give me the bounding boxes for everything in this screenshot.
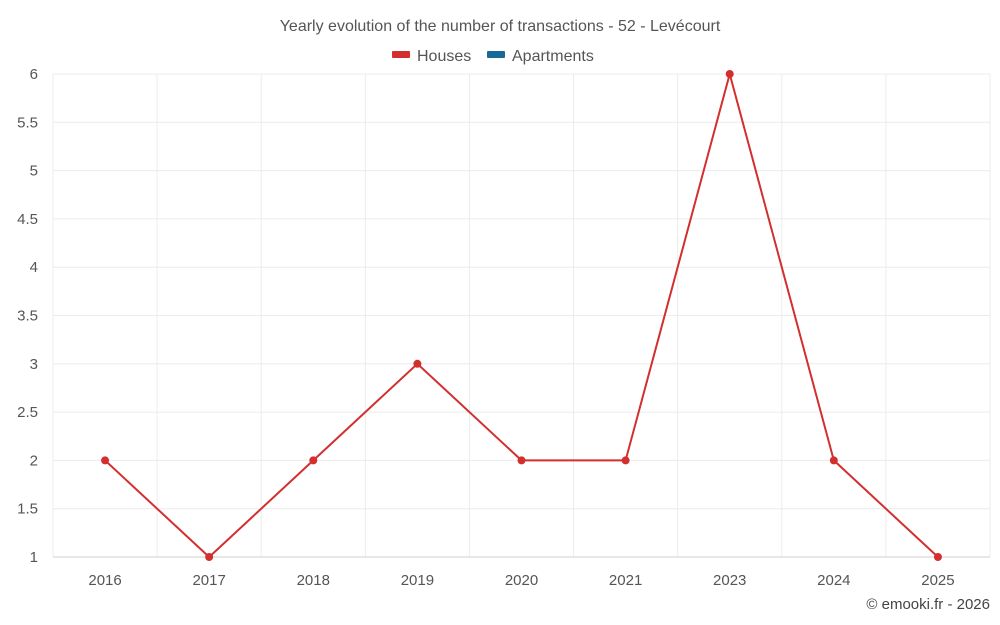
x-tick-label: 2021 bbox=[609, 572, 642, 589]
houses-point-2017[interactable] bbox=[205, 553, 214, 561]
houses-point-2025[interactable] bbox=[933, 553, 942, 561]
legend-label-houses[interactable]: Houses bbox=[417, 48, 471, 65]
y-tick-label: 5.5 bbox=[17, 114, 38, 131]
houses-point-2021[interactable] bbox=[621, 456, 630, 465]
axes: 1 1.5 2 2.5 3 3.5 4 4.5 5 5.5 6 2016 2017 2018 2019 202… bbox=[17, 66, 990, 589]
houses-point-2020[interactable] bbox=[517, 456, 526, 465]
houses-point-2019[interactable] bbox=[413, 359, 422, 368]
houses-point-2023[interactable] bbox=[725, 70, 734, 78]
y-tick-label: 4.5 bbox=[17, 211, 38, 228]
y-tick-label: 4 bbox=[30, 259, 38, 276]
y-tick-label: 3.5 bbox=[17, 308, 38, 325]
houses-point-2018[interactable] bbox=[309, 456, 318, 465]
legend-swatch-houses[interactable] bbox=[392, 51, 410, 58]
y-tick-label: 2 bbox=[30, 452, 38, 469]
houses-point-2016[interactable] bbox=[101, 456, 110, 465]
x-tick-label: 2020 bbox=[505, 572, 538, 589]
x-tick-label: 2016 bbox=[88, 572, 121, 589]
y-tick-label: 6 bbox=[30, 66, 38, 83]
series-houses bbox=[101, 70, 942, 561]
legend-label-apartments[interactable]: Apartments bbox=[512, 48, 594, 65]
x-tick-label: 2018 bbox=[297, 572, 330, 589]
legend-swatch-apartments[interactable] bbox=[487, 51, 505, 58]
gridlines bbox=[52, 73, 991, 558]
chart-title: Yearly evolution of the number of transa… bbox=[280, 18, 721, 35]
y-tick-label: 5 bbox=[30, 163, 38, 180]
legend: Houses Apartments bbox=[392, 48, 594, 65]
x-tick-label: 2017 bbox=[192, 572, 225, 589]
y-tick-label: 3 bbox=[30, 356, 38, 373]
x-tick-label: 2024 bbox=[817, 572, 850, 589]
houses-point-2024[interactable] bbox=[829, 456, 838, 465]
x-tick-label: 2025 bbox=[921, 572, 954, 589]
credit-text: © emooki.fr - 2026 bbox=[866, 596, 990, 613]
y-tick-label: 2.5 bbox=[17, 404, 38, 421]
y-tick-label: 1.5 bbox=[17, 501, 38, 518]
x-tick-label: 2023 bbox=[713, 572, 746, 589]
x-tick-label: 2019 bbox=[401, 572, 434, 589]
y-tick-label: 1 bbox=[30, 549, 38, 566]
